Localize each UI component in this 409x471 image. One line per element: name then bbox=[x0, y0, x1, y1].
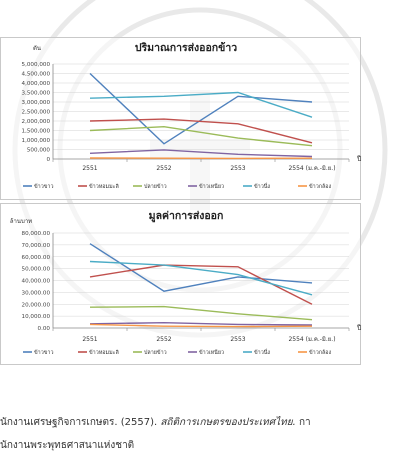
chart-1-legend-label: ข้าวขาว bbox=[34, 183, 53, 190]
chart-2-series-line bbox=[89, 305, 313, 321]
chart-1-legend-label: ข้าวกล้อง bbox=[309, 183, 332, 190]
chart-2-y-tick-label: 40,000.00 bbox=[22, 279, 51, 285]
chart-1-y-tick-label: 1,500,000 bbox=[22, 129, 51, 135]
chart-2-y-tick-label: 80,000.00 bbox=[22, 231, 51, 237]
chart-1-series-line bbox=[89, 125, 313, 147]
chart-1-y-tick-label: 4,500,000 bbox=[22, 72, 51, 78]
chart-2-series-line bbox=[89, 243, 313, 292]
citation-title: สถิติการเกษตรของประเทศไทย. bbox=[160, 417, 296, 428]
chart-1-y-tick-label: 3,000,000 bbox=[22, 100, 51, 106]
export-value-chart: มูลค่าการส่งออกล้านบาท 0.00 10,000.00 20,00… bbox=[0, 203, 362, 365]
chart-1-y-tick-label: 5,000,000 bbox=[22, 62, 51, 68]
chart-2-x-tick-label: 2553 bbox=[230, 336, 245, 343]
chart-1-y-tick-label: 3,500,000 bbox=[22, 91, 51, 97]
chart-2-x-axis-label: ปี bbox=[357, 324, 362, 332]
citation-suffix: กา bbox=[295, 417, 311, 428]
chart-1-y-tick-label: 4,000,000 bbox=[22, 81, 51, 87]
chart-2-x-tick-label: 2551 bbox=[82, 336, 97, 343]
export-volume-chart: ปริมาณการส่งออกข้าว ตัน 0 500,000 1,000,000 1… bbox=[0, 37, 362, 200]
chart-2-x-tick-label: 2552 bbox=[156, 336, 171, 343]
chart-2-y-tick-label: 20,000.00 bbox=[22, 302, 51, 308]
chart-1-series-line bbox=[89, 72, 313, 145]
chart-1-legend-label: ข้าวหอมมะลิ bbox=[89, 183, 119, 190]
chart-1-x-tick-label: 2553 bbox=[230, 165, 245, 172]
source-citation: นักงานเศรษฐกิจการเกษตร. (2557). สถิติการ… bbox=[0, 415, 311, 430]
chart-2-y-tick-label: 10,000.00 bbox=[22, 314, 51, 320]
export-volume-chart-svg: ปริมาณการส่งออกข้าว ตัน 0 500,000 1,000,000 1… bbox=[22, 41, 362, 190]
chart-1-y-tick-label: 2,500,000 bbox=[22, 110, 51, 116]
chart-1-legend-label: ปลายข้าว bbox=[144, 183, 167, 190]
chart-2-y-tick-label: 0.00 bbox=[38, 326, 51, 332]
chart-1-y-tick-label: 2,000,000 bbox=[22, 119, 51, 125]
chart-1-legend-label: ข้าวนึ่ง bbox=[254, 182, 270, 190]
chart-2-legend-label: ข้าวขาว bbox=[34, 349, 53, 356]
chart-2-y-tick-label: 60,000.00 bbox=[22, 255, 51, 261]
chart-2-legend-label: ข้าวกล้อง bbox=[309, 349, 332, 356]
chart-2-x-tick-label: 2554 (ม.ค.-มิ.ย.) bbox=[288, 336, 335, 343]
chart-1-series-line bbox=[89, 149, 313, 158]
citation-author: นักงานเศรษฐกิจการเกษตร. (2557). bbox=[0, 417, 161, 428]
chart-2-legend-label: ข้าวเหนียว bbox=[199, 349, 224, 356]
chart-2-y-tick-label: 70,000.00 bbox=[22, 243, 51, 249]
chart-2-series-line bbox=[89, 264, 313, 305]
chart-1-series-line bbox=[89, 91, 313, 118]
chart-1-y-tick-label: 500,000 bbox=[27, 148, 51, 154]
chart-1-series-line bbox=[89, 118, 313, 144]
chart-1-y-tick-label: 1,000,000 bbox=[22, 138, 51, 144]
chart-2-legend-label: ปลายข้าว bbox=[144, 349, 167, 356]
chart-1-x-axis-label: ปี bbox=[357, 155, 362, 163]
chart-1-x-tick-label: 2551 bbox=[82, 165, 97, 172]
chart-2-y-axis-label: ล้านบาท bbox=[10, 218, 32, 225]
chart-2-legend-label: ข้าวหอมมะลิ bbox=[89, 349, 119, 356]
chart-1-y-tick-label: 0 bbox=[46, 157, 50, 163]
chart-2-y-tick-label: 30,000.00 bbox=[22, 290, 51, 296]
chart-1-legend-label: ข้าวเหนียว bbox=[199, 183, 224, 190]
chart-2-y-tick-label: 50,000.00 bbox=[22, 267, 51, 273]
chart-1-title: ปริมาณการส่งออกข้าว bbox=[135, 41, 237, 54]
chart-2-series-line bbox=[89, 260, 313, 296]
chart-1-y-axis-label: ตัน bbox=[33, 45, 41, 52]
chart-1-x-tick-label: 2554 (ม.ค.-มิ.ย.) bbox=[288, 165, 335, 172]
chart-1-x-tick-label: 2552 bbox=[156, 165, 171, 172]
chart-2-title: มูลค่าการส่งออก bbox=[149, 210, 224, 223]
chart-2-legend-label: ข้าวนึ่ง bbox=[254, 348, 270, 356]
chart-2-series-line bbox=[89, 321, 313, 326]
source-citation-line-2: นักงานพระพุทธศาสนาแห่งชาติ bbox=[0, 440, 135, 451]
chart-2-series-line bbox=[89, 323, 313, 328]
